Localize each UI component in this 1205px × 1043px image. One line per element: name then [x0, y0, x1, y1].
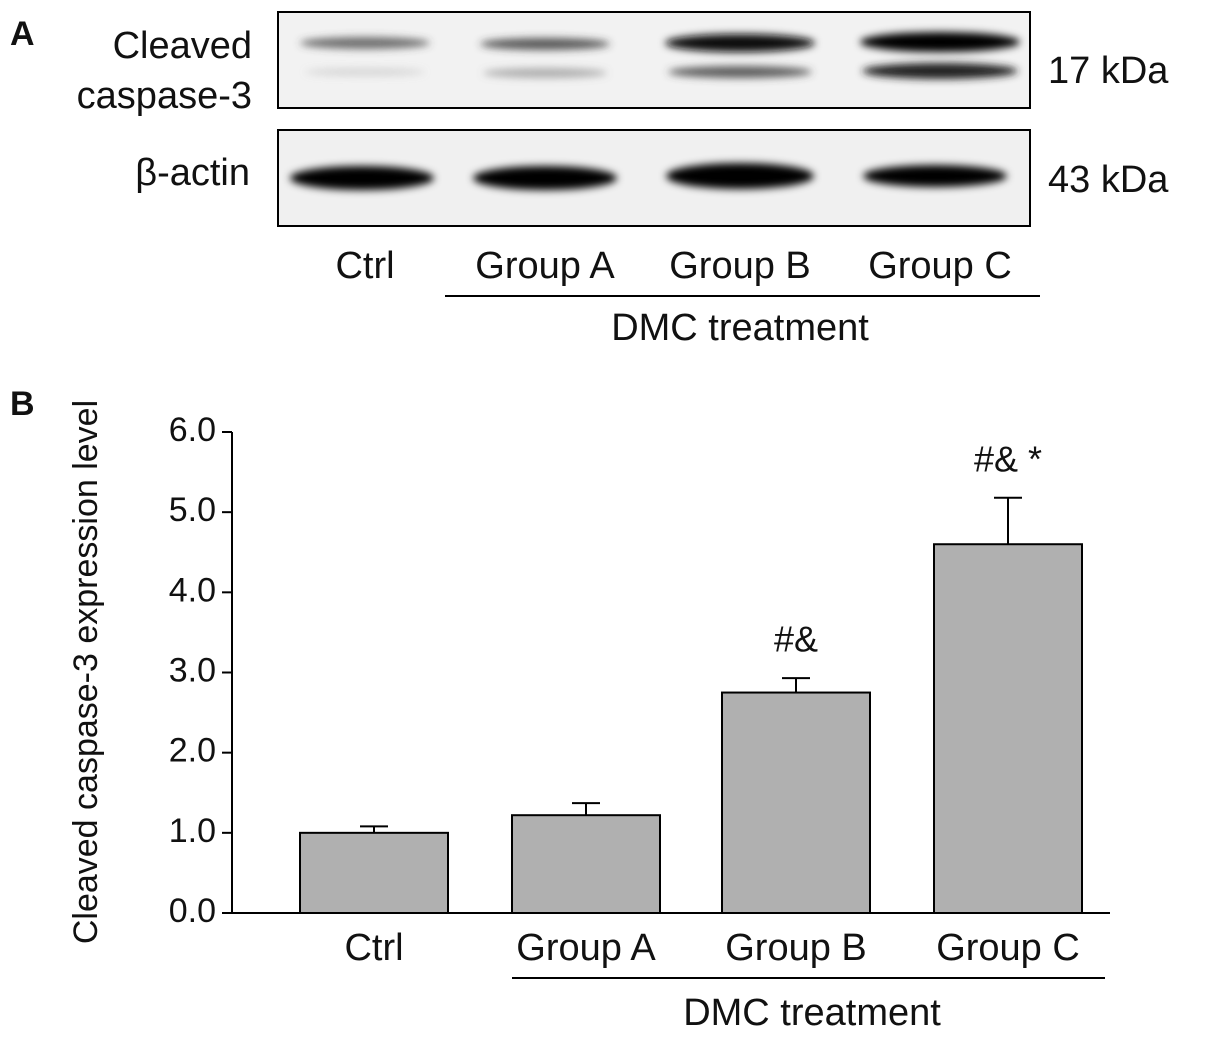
bar [933, 543, 1083, 914]
error-bar [360, 825, 388, 833]
lane-label: Ctrl [335, 245, 394, 287]
blot-frame [277, 11, 1031, 109]
row-label: Cleaved [113, 25, 252, 67]
x-tick-label: Group A [516, 927, 656, 969]
panel-label: B [10, 385, 35, 423]
y-tick-label: 1.0 [169, 812, 216, 850]
blot-image [277, 11, 1031, 227]
lane-label: Group C [868, 245, 1012, 287]
error-bar [994, 496, 1022, 545]
group-label: DMC treatment [683, 992, 941, 1034]
error-bar [782, 677, 810, 693]
y-tick-label: 5.0 [169, 491, 216, 529]
bar [299, 831, 449, 914]
size-label: 17 kDa [1048, 50, 1169, 92]
annotation: #& * [974, 438, 1042, 479]
x-tick-label: Group B [725, 927, 867, 969]
y-tick-label: 2.0 [169, 732, 216, 770]
panel-label: A [10, 15, 35, 53]
error-bar [572, 802, 600, 816]
x-tick-label: Group C [936, 927, 1080, 969]
annotation: #& [774, 619, 818, 660]
bar [511, 814, 661, 914]
bands [290, 32, 1020, 190]
lane-label: Group B [669, 245, 811, 287]
y-tick-label: 4.0 [169, 571, 216, 609]
lane-label: Group A [475, 245, 615, 287]
bar [721, 691, 871, 915]
x-tick-label: Ctrl [344, 927, 403, 969]
group-label: DMC treatment [611, 307, 869, 349]
y-tick-label: 3.0 [169, 651, 216, 689]
y-axis-label: Cleaved caspase-3 expression level [67, 400, 105, 944]
y-tick-label: 0.0 [169, 892, 216, 930]
row-label: caspase-3 [77, 75, 252, 117]
row-label: β-actin [135, 152, 250, 194]
y-tick-label: 6.0 [169, 411, 216, 449]
size-label: 43 kDa [1048, 159, 1169, 201]
